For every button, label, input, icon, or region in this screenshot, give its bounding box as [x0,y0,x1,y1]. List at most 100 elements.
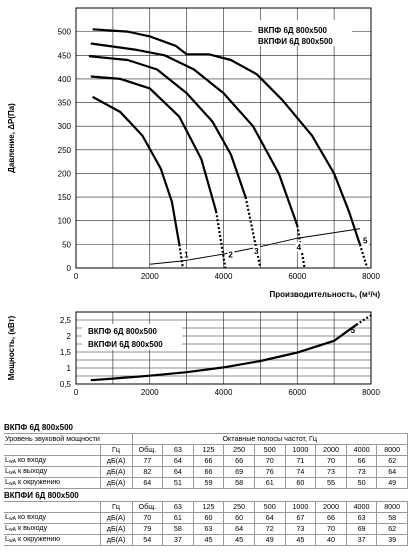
table-cell: 64 [131,477,164,489]
x-tick-label: 2000 [141,272,159,281]
table-cell: 70 [315,455,347,467]
curve-label: 5 [351,326,356,335]
table-cell: 60 [284,477,317,489]
table-cell: 45 [192,534,225,546]
table-row: LwA к выходу дБ(А) 79 58 63 64 72 73 70 69 62 [4,523,408,535]
table-cell: 50 [345,477,378,489]
y-tick-label: 2 [67,332,72,341]
sound-table-vkpf: Уровень звуковой мощности Октавные полосы… [4,433,409,489]
table-cell: 64 [162,455,194,467]
table-row: LwA к окружению дБ(А) 54 37 45 45 49 45 40 37 39 [4,534,408,546]
table-cell: 74 [284,466,317,478]
table-cell: 77 [131,455,164,467]
table-cell: 61 [253,477,286,489]
sound-power-tables: ВКПФ 6Д 800х500 Уровень звуковой мощност… [4,423,409,546]
table-cell: 60 [192,512,225,524]
legend-entry: ВКПФ 6Д 800х500 [258,26,328,35]
table-row: LwA к окружению дБ(А) 64 51 59 58 61 60 55 50 49 [4,477,408,489]
curve-tail-5 [355,314,372,326]
table-cell: 59 [192,477,225,489]
y-tick-label: 450 [58,51,72,60]
table-cell: 76 [253,466,286,478]
row-label: LwA ко входу [4,455,101,467]
row-unit: дБ(А) [99,466,133,478]
column-header: Общ. [131,444,164,456]
curve-tail-1 [178,244,184,269]
curve-label: 2 [228,251,233,260]
table-cell: 37 [345,534,378,546]
curve-4 [90,42,299,226]
y-tick-label: 2,5 [60,316,72,325]
table-cell: 64 [223,523,255,535]
column-header: 4000 [345,501,378,513]
table-title-vkpfi: ВКПФИ 6Д 800х500 [4,491,79,500]
table-cell: 72 [253,523,286,535]
label-bg [295,242,303,253]
row-label-subscript: wA [9,470,16,476]
plot-frame [75,311,372,385]
table-cell: 66 [223,455,255,467]
curve-tail-5 [358,244,369,269]
y-tick-label: 350 [58,99,72,108]
table-cell: 64 [376,466,408,478]
y-axis-label: Мощность, (кВт) [7,315,16,380]
y-tick-label: 100 [58,217,72,226]
curve-label: 1 [184,251,189,260]
row-label-subscript: wA [9,516,16,522]
unit-col-header: Гц [99,444,133,456]
legend-bg [82,324,182,350]
charts-canvas: 0 2000 4000 6000 800005010015020025030035040… [7,7,380,397]
table-cell: 51 [162,477,194,489]
table-title-vkpf: ВКПФ 6Д 800х500 [4,423,73,432]
curve-2 [90,75,218,212]
header-left: Уровень звуковой мощности [4,433,133,445]
x-tick-label: 6000 [288,272,306,281]
column-header: 63 [162,444,194,456]
label-bg [227,249,235,260]
column-header: 125 [192,501,225,513]
curve-5 [90,323,357,382]
table-cell: 66 [192,455,225,467]
row-label: LwA к выходу [4,466,101,478]
row-label-subscript: wA [9,527,16,533]
table-cell: 70 [315,523,347,535]
table-cell: 66 [192,466,225,478]
table-cell: 39 [376,534,408,546]
curve-5 [92,28,361,245]
table-cell: 71 [284,455,317,467]
column-header: 2000 [315,501,347,513]
y-tick-label: 500 [58,28,72,37]
curve-label: 5 [363,236,368,245]
column-header: 125 [192,444,225,456]
curve-system [149,228,360,265]
label-bg [253,245,261,256]
column-header: 250 [223,444,255,456]
column-header: 500 [253,501,286,513]
column-header: Общ. [131,501,164,513]
row-label-subscript: wA [9,481,16,487]
y-tick-label: 0 [67,264,72,273]
y-tick-label: 250 [58,146,72,155]
table-cell: 62 [376,523,408,535]
x-tick-label: 4000 [215,388,233,397]
row-label: LwA ко входу [4,512,101,524]
row-label: LwA к выходу [4,523,101,535]
legend-entry: ВКПФИ 6Д 800х500 [88,340,163,349]
column-header: 500 [253,444,286,456]
table-cell: 70 [253,455,286,467]
table-cell: 37 [162,534,194,546]
x-tick-label: 8000 [362,272,380,281]
label-bg [183,249,191,260]
table-cell: 69 [345,523,378,535]
column-header: 1000 [284,444,317,456]
row-unit: дБ(А) [99,477,133,489]
label-bg [361,235,369,246]
column-header: 8000 [376,444,408,456]
table-cell: 58 [223,477,255,489]
unit-col-header: Гц [99,501,133,513]
x-tick-label: 2000 [141,388,159,397]
legend-entry: ВКПФИ 6Д 800х500 [258,37,333,46]
sound-table-vkpfi: Гц Общ. 63 125 250 500 1000 2000 4000 8000 LwA ко … [4,501,408,546]
table-cell: 63 [192,523,225,535]
y-tick-label: 1 [67,364,72,373]
